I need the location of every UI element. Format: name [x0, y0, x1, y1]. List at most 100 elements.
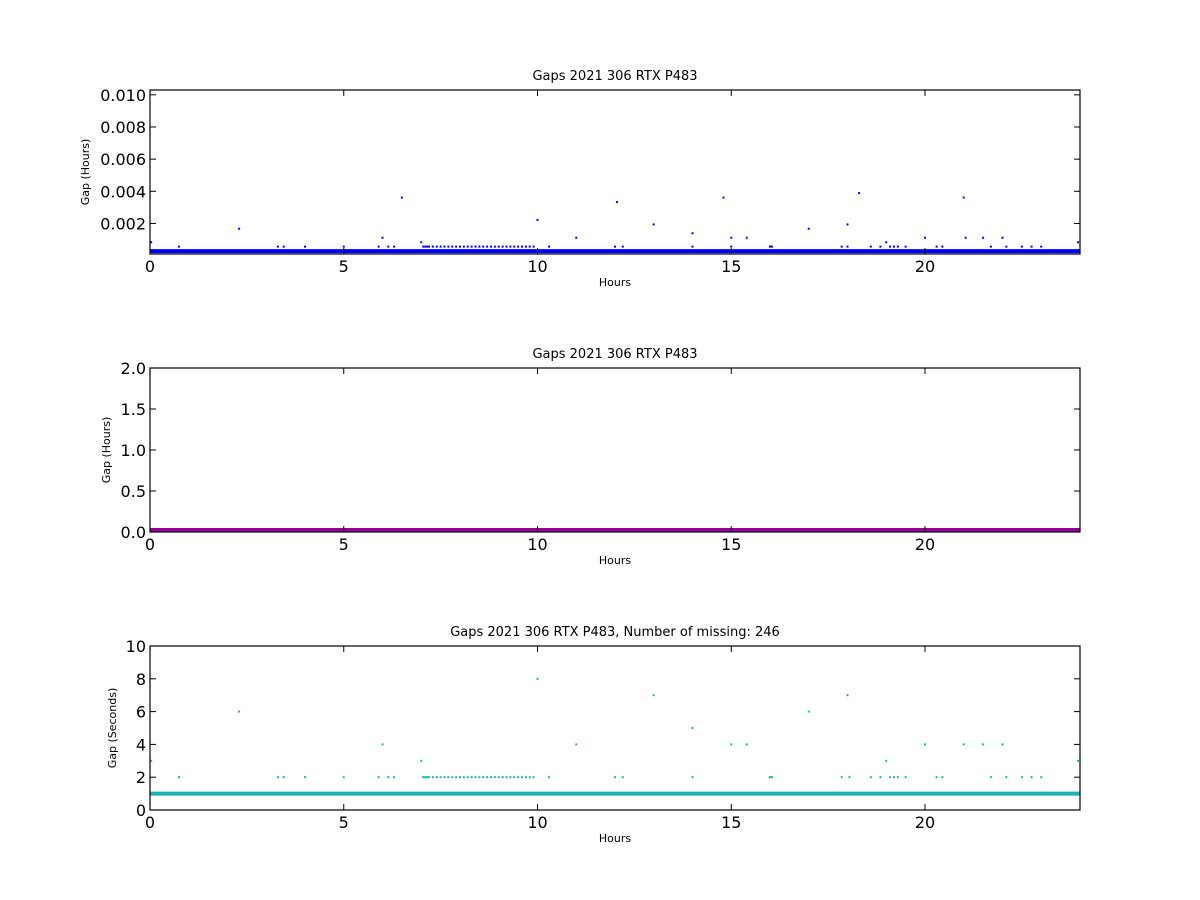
panel-1-data-point-50: [652, 223, 655, 226]
panel-3-data-point-70: [982, 743, 985, 746]
panel-1-data-point-71: [924, 236, 926, 239]
panel-3-data-point-38: [517, 776, 520, 779]
panel-3-data-point-6: [342, 776, 345, 779]
panel-3-data-point-31: [490, 776, 492, 779]
panel-1-data-point-6: [342, 245, 345, 248]
panel-3-data-point-9: [387, 776, 390, 779]
panel-1-title: Gaps 2021 306 RTX P483: [532, 69, 697, 84]
panel-2-y-tick-label-1: 0.5: [121, 482, 146, 501]
panel-1-data-point-54: [730, 236, 733, 239]
panel-1-xlabel: Hours: [599, 276, 631, 289]
panel-1-data-point-5: [304, 245, 306, 248]
panel-1: Gaps 2021 306 RTX P483 Hours Gap (Hours)…: [79, 69, 1081, 289]
panel-1-data-point-66: [885, 241, 888, 244]
panel-2-title: Gaps 2021 306 RTX P483: [532, 347, 697, 362]
panel-1-data-point-43: [532, 245, 535, 248]
panel-3-data-point-25: [466, 776, 469, 779]
panel-3-x-tick-label-4: 20: [915, 813, 935, 832]
panel-3-data-point-55: [807, 710, 810, 713]
panel-2-x-tick-label-0: 0: [145, 535, 155, 554]
panel-1-y-tick-label-4: 0.010: [100, 86, 146, 105]
panel-1-data-point-46: [575, 236, 578, 239]
panel-1-data-point-33: [493, 245, 496, 248]
panel-1-data-point-69: [896, 245, 899, 248]
panel-3-data-point-59: [869, 776, 872, 779]
panel-3-data-point-27: [474, 776, 477, 779]
panel-1-data-point-30: [482, 245, 485, 248]
panel-1-data-point-8: [381, 236, 384, 239]
panel-1-data-point-28: [474, 245, 477, 248]
panel-1-y-tick-label-1: 0.004: [100, 182, 146, 201]
panel-1-data-point-3: [276, 245, 279, 248]
panel-2-x-tick-label-3: 15: [721, 535, 741, 554]
panel-1-data-point-63: [858, 192, 861, 195]
panel-3-data-point-23: [459, 776, 461, 779]
panel-3-y-tick-label-3: 6: [136, 703, 146, 722]
panel-1-y-tick-label-3: 0.008: [100, 118, 146, 137]
panel-1-data-point-44: [536, 218, 539, 221]
panel-3-plot-area: [150, 677, 1080, 796]
panel-2-y-tick-label-3: 1.5: [121, 400, 146, 419]
panel-3-x-tick-label-1: 5: [339, 813, 349, 832]
panel-1-y-tick-label-2: 0.006: [100, 150, 146, 169]
panel-1-data-point-32: [490, 245, 492, 248]
panel-2-ylabel: Gap (Hours): [100, 417, 113, 484]
panel-3-xlabel: Hours: [599, 832, 631, 845]
panel-3-y-tick-label-5: 10: [126, 637, 146, 656]
panel-1-data-point-39: [517, 245, 520, 248]
panel-1-data-point-61: [846, 223, 849, 226]
panel-1-data-point-31: [486, 245, 489, 248]
panel-3-data-point-8: [381, 743, 384, 746]
panel-1-data-point-23: [455, 245, 458, 248]
panel-3-data-point-43: [536, 677, 539, 680]
panel-3-y-tick-label-2: 4: [136, 735, 146, 754]
panel-1-data-point-18: [435, 245, 438, 248]
panel-1-data-point-70: [904, 245, 907, 248]
panel-1-x-tick-label-1: 5: [339, 257, 349, 276]
panel-3-data-point-62: [889, 776, 892, 779]
panel-3-data-point-30: [486, 776, 489, 779]
panel-3-data-point-11: [420, 759, 423, 762]
panel-3-data-point-75: [1030, 776, 1033, 779]
panel-3-data-point-4: [282, 776, 285, 779]
panel-3-data-point-77: [1077, 759, 1080, 762]
panel-2-xlabel: Hours: [599, 554, 631, 567]
panel-3-data-point-2: [238, 710, 241, 713]
panel-1-x-tick-label-4: 20: [915, 257, 935, 276]
panel-1-data-point-25: [462, 245, 465, 248]
panel-3-data-point-39: [521, 776, 523, 779]
panel-1-x-tick-label-2: 10: [527, 257, 547, 276]
panel-3-data-point-76: [1040, 776, 1043, 779]
panel-3-data-point-51: [730, 743, 733, 746]
panel-3-data-point-56: [840, 776, 843, 779]
panel-1-data-point-49: [621, 245, 624, 248]
panel-2-x-tick-label-1: 5: [339, 535, 349, 554]
panel-3-data-point-46: [614, 776, 616, 779]
panel-3-data-point-50: [691, 776, 694, 779]
panel-3: Gaps 2021 306 RTX P483, Number of missin…: [106, 625, 1081, 845]
panel-1-data-point-67: [889, 245, 892, 248]
panel-1-data-point-1: [178, 245, 181, 248]
panel-1-frame: [149, 89, 1081, 255]
panel-3-data-point-60: [879, 776, 882, 779]
panel-3-data-point-74: [1020, 776, 1023, 779]
panel-3-data-point-63: [893, 776, 895, 779]
panel-1-data-point-20: [443, 245, 446, 248]
panel-3-data-point-13: [424, 776, 427, 779]
panel-3-data-point-5: [304, 776, 306, 779]
panel-1-ylabel: Gap (Hours): [79, 139, 92, 206]
panel-1-data-point-16: [428, 245, 430, 248]
panel-3-data-point-34: [501, 776, 504, 779]
panel-2: Gaps 2021 306 RTX P483 Hours Gap (Hours)…: [100, 347, 1081, 567]
panel-3-data-point-49: [691, 727, 694, 729]
panel-3-y-tick-label-1: 2: [136, 768, 146, 787]
panel-1-data-point-60: [840, 245, 843, 248]
panel-1-data-point-76: [982, 236, 985, 239]
panel-1-data-point-26: [466, 245, 469, 248]
panel-1-data-point-79: [1005, 245, 1008, 248]
panel-3-data-point-32: [493, 776, 496, 779]
panel-1-data-point-13: [422, 245, 425, 248]
panel-3-data-point-18: [439, 776, 442, 779]
panel-1-data-point-73: [941, 245, 944, 248]
panel-1-data-point-77: [989, 245, 992, 248]
